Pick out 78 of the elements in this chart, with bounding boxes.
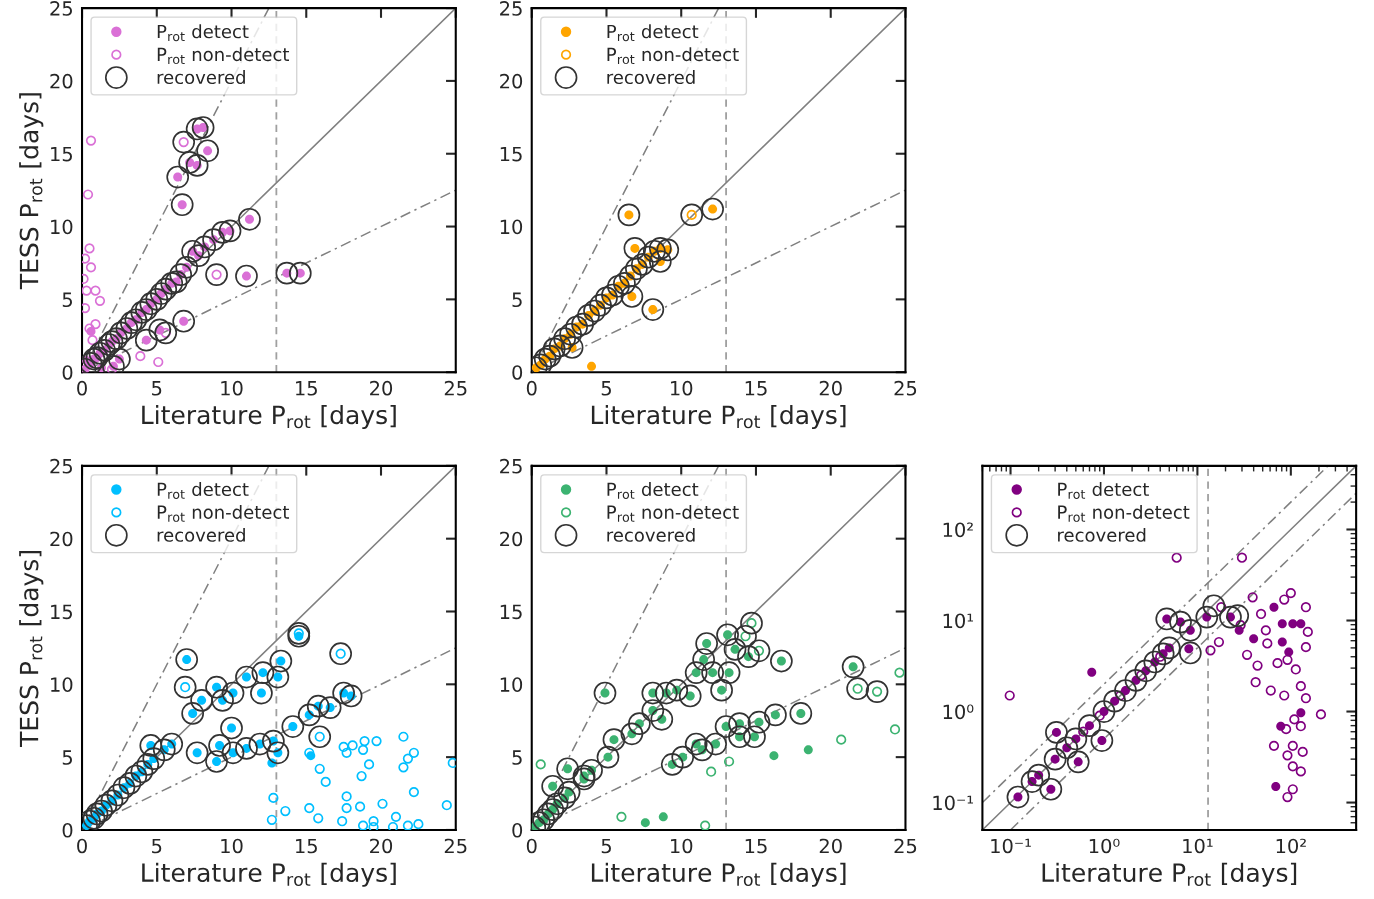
y-tick-label: 10 <box>500 219 523 235</box>
legend-label: P$_{rot}$ non-detect <box>1058 505 1190 522</box>
x-tick-label: 10 <box>221 380 243 396</box>
x-tick-label: 5 <box>152 838 162 854</box>
x-tick-label: 25 <box>444 380 467 396</box>
y-tick-label: 25 <box>500 458 522 474</box>
x-tick-label: 15 <box>745 838 767 854</box>
x-tick-label: 10 <box>670 380 693 396</box>
x-axis-title: Literature P$_{rot}$ [days] <box>591 404 846 430</box>
legend-label: recovered <box>607 70 695 85</box>
x-tick-label: 20 <box>370 838 393 854</box>
y-tick-label: 10² <box>943 522 973 538</box>
x-tick-label: 10⁰ <box>1089 838 1120 854</box>
x-tick-label: 5 <box>601 838 611 854</box>
y-tick-label: 15 <box>500 604 522 620</box>
y-tick-label: 5 <box>62 750 72 765</box>
y-tick-label: 20 <box>50 73 73 89</box>
y-tick-label: 25 <box>50 458 72 474</box>
x-tick-label: 10⁻¹ <box>991 838 1031 854</box>
y-tick-label: 5 <box>512 292 522 308</box>
y-tick-label: 0 <box>512 365 523 380</box>
x-tick-label: 25 <box>894 838 917 854</box>
x-tick-label: 0 <box>77 838 87 854</box>
x-tick-label: 25 <box>444 838 467 854</box>
y-tick-label: 0 <box>62 822 73 838</box>
x-tick-label: 0 <box>526 838 537 854</box>
y-tick-label: 5 <box>62 292 72 308</box>
x-axis-title: Literature P$_{rot}$ [days] <box>591 862 846 887</box>
x-tick-label: 10² <box>1276 838 1306 854</box>
x-tick-label: 20 <box>370 380 393 396</box>
legend-label: recovered <box>1058 527 1146 542</box>
x-tick-label: 10¹ <box>1183 838 1213 854</box>
legend-label: P$_{rot}$ non-detect <box>157 47 290 65</box>
x-tick-label: 0 <box>77 380 87 396</box>
x-tick-label: 0 <box>526 380 537 396</box>
x-tick-label: 20 <box>819 380 842 396</box>
y-tick-label: 10 <box>51 677 73 692</box>
y-tick-label: 15 <box>500 146 522 162</box>
y-axis-title: TESS P$_{rot}$ [days] <box>19 93 44 290</box>
x-tick-label: 20 <box>819 838 842 854</box>
y-tick-label: 20 <box>50 531 73 547</box>
x-tick-label: 25 <box>894 380 917 396</box>
y-axis-title: TESS P$_{rot}$ [days] <box>19 551 44 747</box>
y-tick-label: 5 <box>512 750 522 765</box>
x-axis-title: Literature P$_{rot}$ [days] <box>142 404 396 430</box>
legend-label: P$_{rot}$ detect <box>607 482 699 499</box>
x-axis-title: Literature P$_{rot}$ [days] <box>142 862 396 887</box>
y-tick-label: 0 <box>512 822 523 838</box>
x-tick-label: 5 <box>601 381 611 396</box>
x-tick-label: 15 <box>745 381 767 396</box>
legend-label: P$_{rot}$ non-detect <box>607 47 739 65</box>
y-tick-label: 20 <box>500 531 523 547</box>
y-tick-label: 0 <box>62 365 73 380</box>
x-tick-label: 10 <box>670 838 693 854</box>
legend-label: P$_{rot}$ non-detect <box>607 505 739 522</box>
y-tick-label: 10⁰ <box>943 704 974 720</box>
y-tick-label: 10¹ <box>943 613 974 629</box>
y-tick-label: 15 <box>51 146 72 162</box>
legend-label: P$_{rot}$ non-detect <box>157 505 290 522</box>
x-tick-label: 5 <box>152 381 162 396</box>
y-tick-label: 20 <box>500 73 523 89</box>
x-tick-label: 15 <box>296 381 317 396</box>
x-axis-title: Literature P$_{rot}$ [days] <box>1042 862 1297 887</box>
x-tick-label: 10 <box>221 838 243 854</box>
y-tick-label: 15 <box>51 604 72 620</box>
y-tick-label: 10 <box>500 677 523 692</box>
x-tick-label: 15 <box>296 838 317 854</box>
legend-label: P$_{rot}$ detect <box>157 482 249 499</box>
legend-label: P$_{rot}$ detect <box>1058 482 1149 499</box>
y-tick-label: 10 <box>51 219 73 235</box>
y-tick-label: 25 <box>500 1 522 16</box>
y-tick-label: 10⁻¹ <box>933 795 974 811</box>
legend-label: recovered <box>157 527 245 542</box>
y-tick-label: 25 <box>50 1 72 16</box>
legend-label: P$_{rot}$ detect <box>607 24 699 42</box>
legend-label: recovered <box>607 527 695 542</box>
legend-label: P$_{rot}$ detect <box>157 24 249 42</box>
legend-label: recovered <box>157 70 245 85</box>
